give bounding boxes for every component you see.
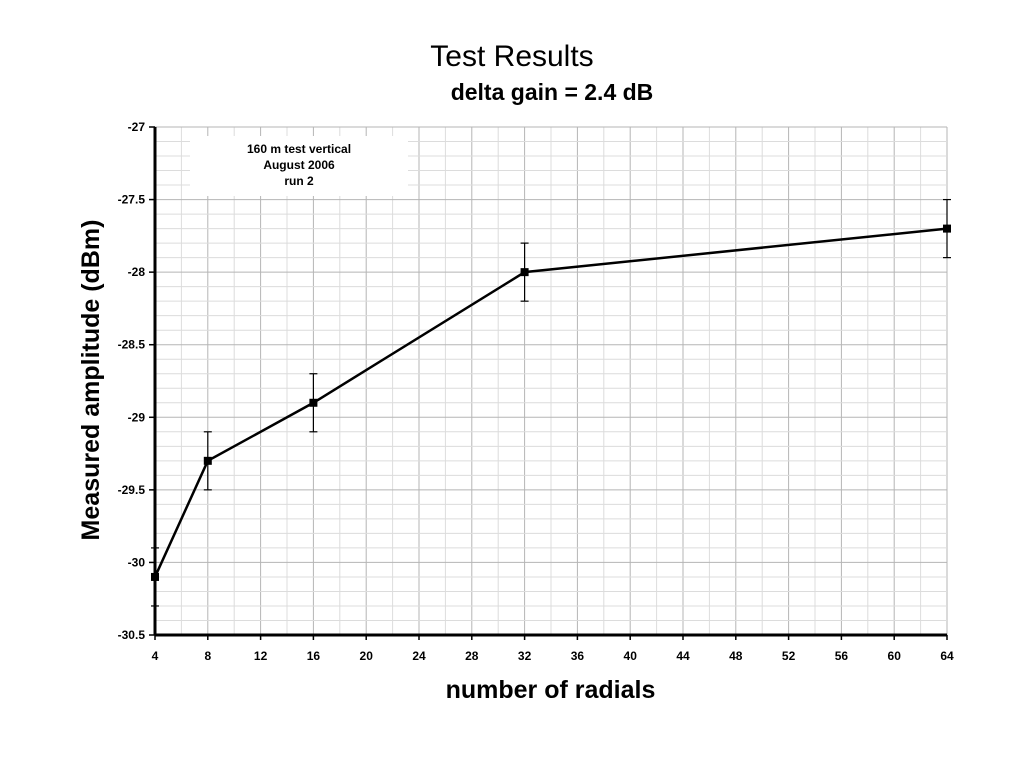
x-tick-label: 24	[412, 649, 426, 663]
chart-title: Test Results	[430, 40, 594, 73]
x-tick-label: 48	[729, 649, 743, 663]
x-tick-label: 60	[888, 649, 902, 663]
annotation-background	[190, 136, 408, 196]
y-tick-label: -28.5	[118, 338, 146, 352]
x-tick-label: 20	[360, 649, 374, 663]
x-tick-label: 12	[254, 649, 268, 663]
axes	[149, 126, 948, 640]
x-tick-label: 16	[307, 649, 321, 663]
x-tick-label: 44	[676, 649, 690, 663]
data-point	[520, 268, 529, 277]
chart-subtitle: delta gain = 2.4 dB	[450, 79, 654, 105]
y-tick-label: -29	[128, 410, 146, 424]
y-tick-label: -30	[128, 555, 146, 569]
annotation-box: 160 m test vertical August 2006 run 2	[190, 136, 408, 196]
data-series	[151, 198, 951, 607]
annotation-line-2: August 2006	[263, 158, 335, 172]
x-tick-label: 52	[782, 649, 796, 663]
y-tick-label: -27.5	[118, 193, 146, 207]
x-axis-label: number of radials	[445, 676, 656, 704]
x-tick-label: 56	[835, 649, 849, 663]
annotation-line-1: 160 m test vertical	[247, 142, 351, 156]
grid	[154, 126, 948, 636]
y-tick-label: -27	[128, 120, 146, 134]
x-tick-label: 64	[940, 649, 954, 663]
x-tick-label: 8	[204, 649, 211, 663]
x-tick-label: 28	[465, 649, 479, 663]
data-point	[943, 224, 951, 233]
data-point	[151, 572, 159, 581]
y-tick-label: -28	[128, 265, 146, 279]
data-point	[309, 398, 318, 407]
x-tick-label: 36	[571, 649, 585, 663]
annotation-line-3: run 2	[284, 174, 314, 188]
y-tick-label: -29.5	[118, 483, 146, 497]
x-tick-label: 32	[518, 649, 532, 663]
y-tick-label: -30.5	[118, 628, 146, 642]
tick-labels: 4 8 12 16 20 24 28 32 36 40 44 48 52 56 60 64-30.5-30-2…	[118, 120, 954, 663]
x-tick-label: 40	[624, 649, 638, 663]
x-tick-label: 4	[152, 649, 159, 663]
data-point	[203, 456, 212, 465]
